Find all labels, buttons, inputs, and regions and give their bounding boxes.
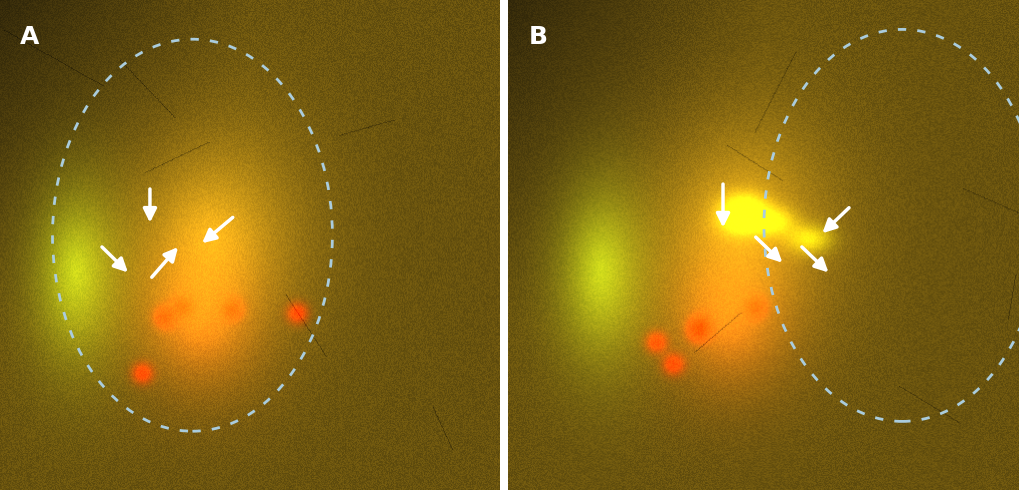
Text: B: B [528, 24, 547, 49]
Text: A: A [20, 24, 40, 49]
